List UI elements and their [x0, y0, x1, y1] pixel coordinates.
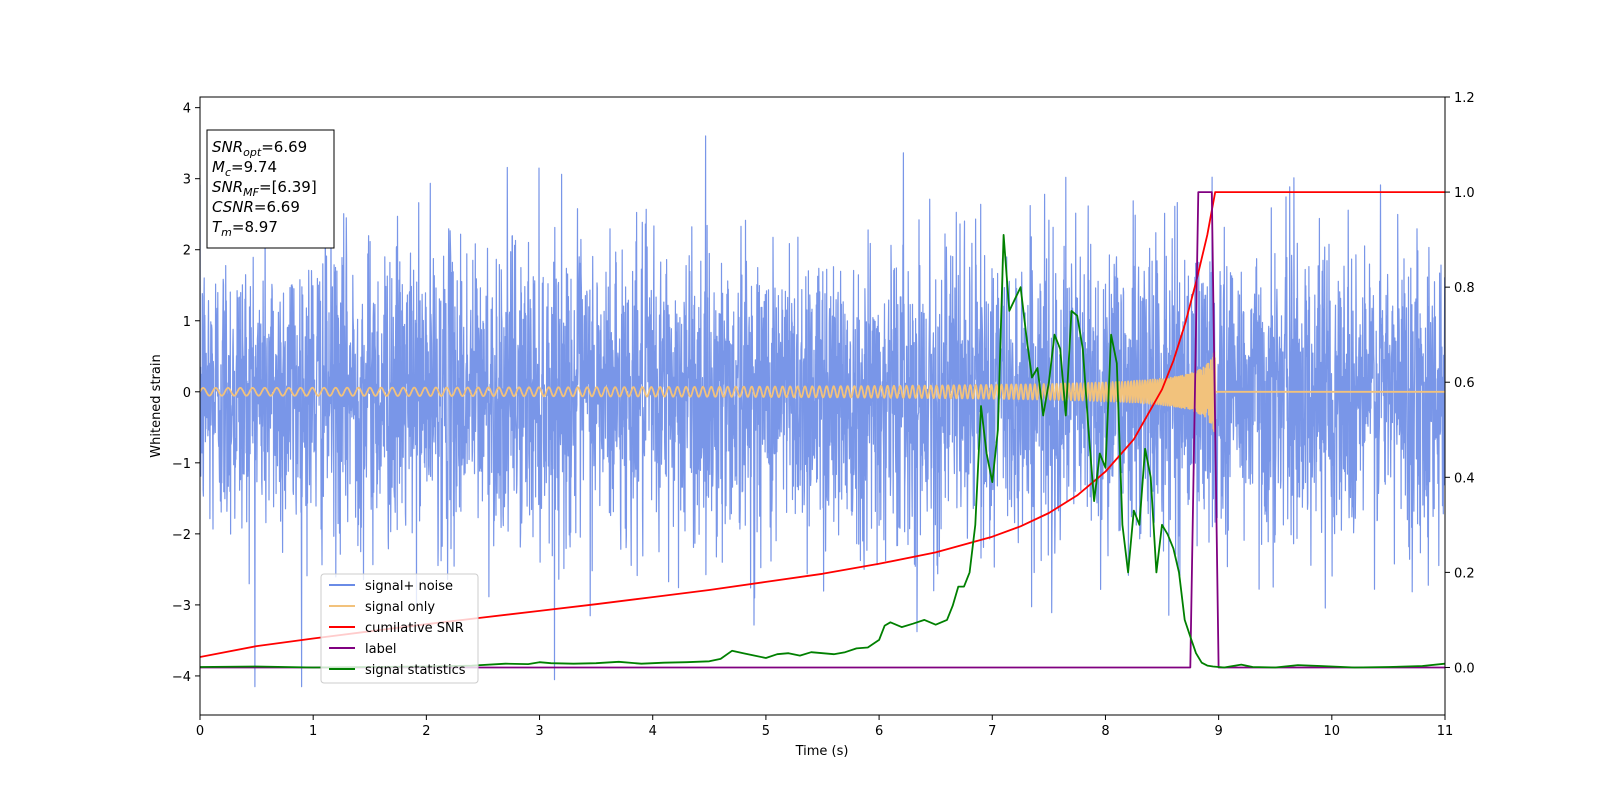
series-line-signal-only: [200, 351, 1445, 433]
annotation-line: Mc=9.74: [212, 158, 277, 179]
legend-entry: cumilative SNR: [365, 621, 464, 636]
y2-tick-label: 0.6: [1454, 376, 1475, 391]
annotation-line: CSNR=6.69: [212, 198, 300, 216]
y-tick-label: −3: [172, 599, 191, 614]
legend-entry: signal only: [365, 600, 435, 615]
annotation-line: SNRMF=[6.39]: [212, 178, 317, 199]
y-axis-label: Whitened strain: [149, 354, 164, 457]
y-tick-label: −2: [172, 528, 191, 543]
y-tick-label: 0: [183, 386, 191, 401]
plot-frame: [199, 96, 1446, 716]
x-tick-label: 2: [422, 724, 430, 739]
x-tick-label: 4: [649, 724, 657, 739]
y-tick-label: 2: [183, 244, 191, 259]
x-tick-label: 10: [1324, 724, 1341, 739]
legend: signal+ noise signal only cumilative SNR la…: [320, 573, 479, 684]
y-axis-left: 4 3 2 1 0 −1 −2 −3 −4: [172, 102, 200, 685]
y-tick-label: 3: [183, 173, 191, 188]
y2-tick-label: 0.8: [1454, 281, 1475, 296]
x-tick-label: 6: [875, 724, 883, 739]
y2-tick-label: 0.4: [1454, 471, 1475, 486]
y2-tick-label: 0.2: [1454, 566, 1475, 581]
legend-entry: signal+ noise: [365, 579, 453, 594]
series-line-signal-statistics: [200, 234, 1445, 669]
x-tick-label: 0: [196, 724, 204, 739]
y-tick-label: −1: [172, 457, 191, 472]
y2-tick-label: 1.0: [1454, 186, 1475, 201]
legend-entry: label: [365, 642, 396, 657]
x-tick-label: 1: [309, 724, 317, 739]
y-tick-label: 1: [183, 315, 191, 330]
y2-tick-label: 0.0: [1454, 661, 1475, 676]
x-tick-label: 9: [1214, 724, 1222, 739]
y2-tick-label: 1.2: [1454, 91, 1475, 106]
legend-entry: signal statistics: [365, 663, 466, 678]
annotation-line: Tm=8.97: [212, 218, 278, 239]
annotation-line: SNRopt=6.69: [212, 138, 307, 159]
x-tick-label: 7: [988, 724, 996, 739]
x-axis-label: Time (s): [795, 744, 849, 759]
x-tick-label: 11: [1437, 724, 1454, 739]
x-tick-label: 8: [1101, 724, 1109, 739]
y-tick-label: −4: [172, 670, 191, 685]
x-tick-label: 3: [535, 724, 543, 739]
x-axis: 0 1 2 3 4 5 6 7 8 9 10 11: [196, 715, 1453, 739]
y-axis-right: 1.2 1.0 0.8 0.6 0.4 0.2 0.0: [1445, 91, 1475, 676]
x-tick-label: 5: [762, 724, 770, 739]
annotation-frame: [206, 129, 335, 249]
y-tick-label: 4: [183, 102, 191, 117]
legend-frame: [320, 573, 479, 684]
